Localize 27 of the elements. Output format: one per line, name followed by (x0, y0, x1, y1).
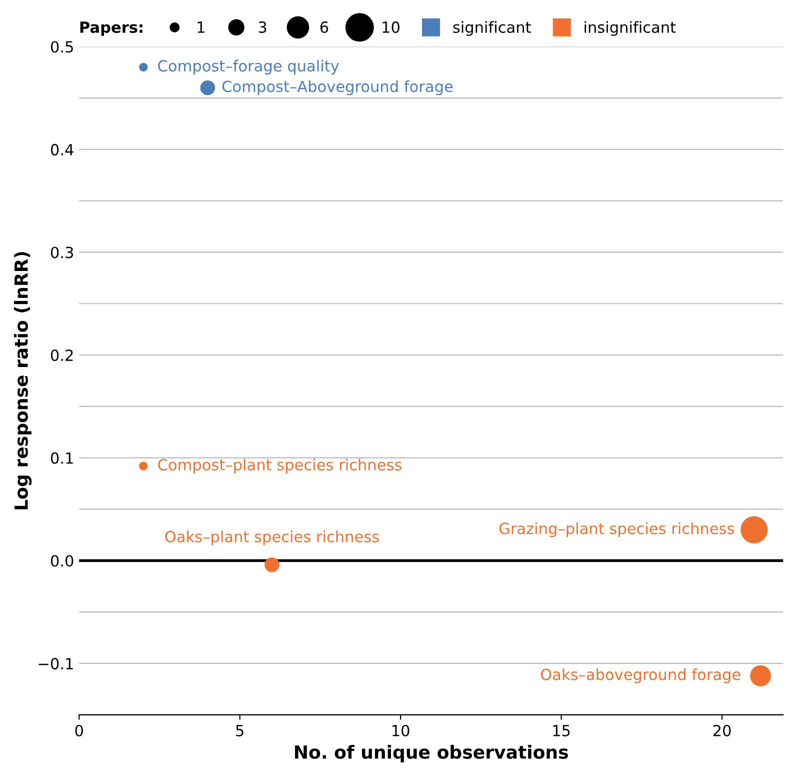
x-tick-label: 5 (236, 725, 244, 736)
y-tick-label: 0.4 (50, 144, 74, 156)
legend-label: 1 (198, 22, 204, 33)
y-tick-label: −0.1 (38, 658, 73, 670)
y-tick-label: 0.5 (50, 41, 73, 53)
annotation: Compost–forage quality (158, 60, 339, 75)
x-axis-title: No. of unique observations (295, 744, 568, 762)
annotation: Oaks–plant species richness (165, 530, 379, 546)
y-tick-label: 0.2 (50, 349, 73, 362)
y-tick-label: 0.1 (50, 452, 73, 464)
y-tick-label: 0.3 (50, 246, 74, 258)
legend-label: 10 (382, 21, 400, 33)
legend-title: Papers: (80, 22, 142, 36)
x-tick-label: 0 (75, 724, 83, 736)
annotation: Oaks–aboveground forage (540, 668, 740, 684)
legend-label: insignificant (584, 21, 676, 36)
legend-label: 6 (320, 21, 328, 33)
x-tick-label: 10 (392, 724, 410, 736)
annotation: Compost–Aboveground forage (222, 80, 453, 96)
x-tick-label: 20 (713, 724, 731, 736)
y-axis-title: Log response ratio (lnRR) (14, 252, 32, 510)
y-tick-label: 0.0 (50, 555, 74, 567)
x-tick-label: 15 (553, 725, 570, 736)
annotation: Grazing–plant species richness (499, 522, 734, 538)
legend-label: significant (453, 21, 531, 36)
annotation: Compost–plant species richness (158, 458, 402, 474)
legend-label: 3 (258, 21, 266, 33)
